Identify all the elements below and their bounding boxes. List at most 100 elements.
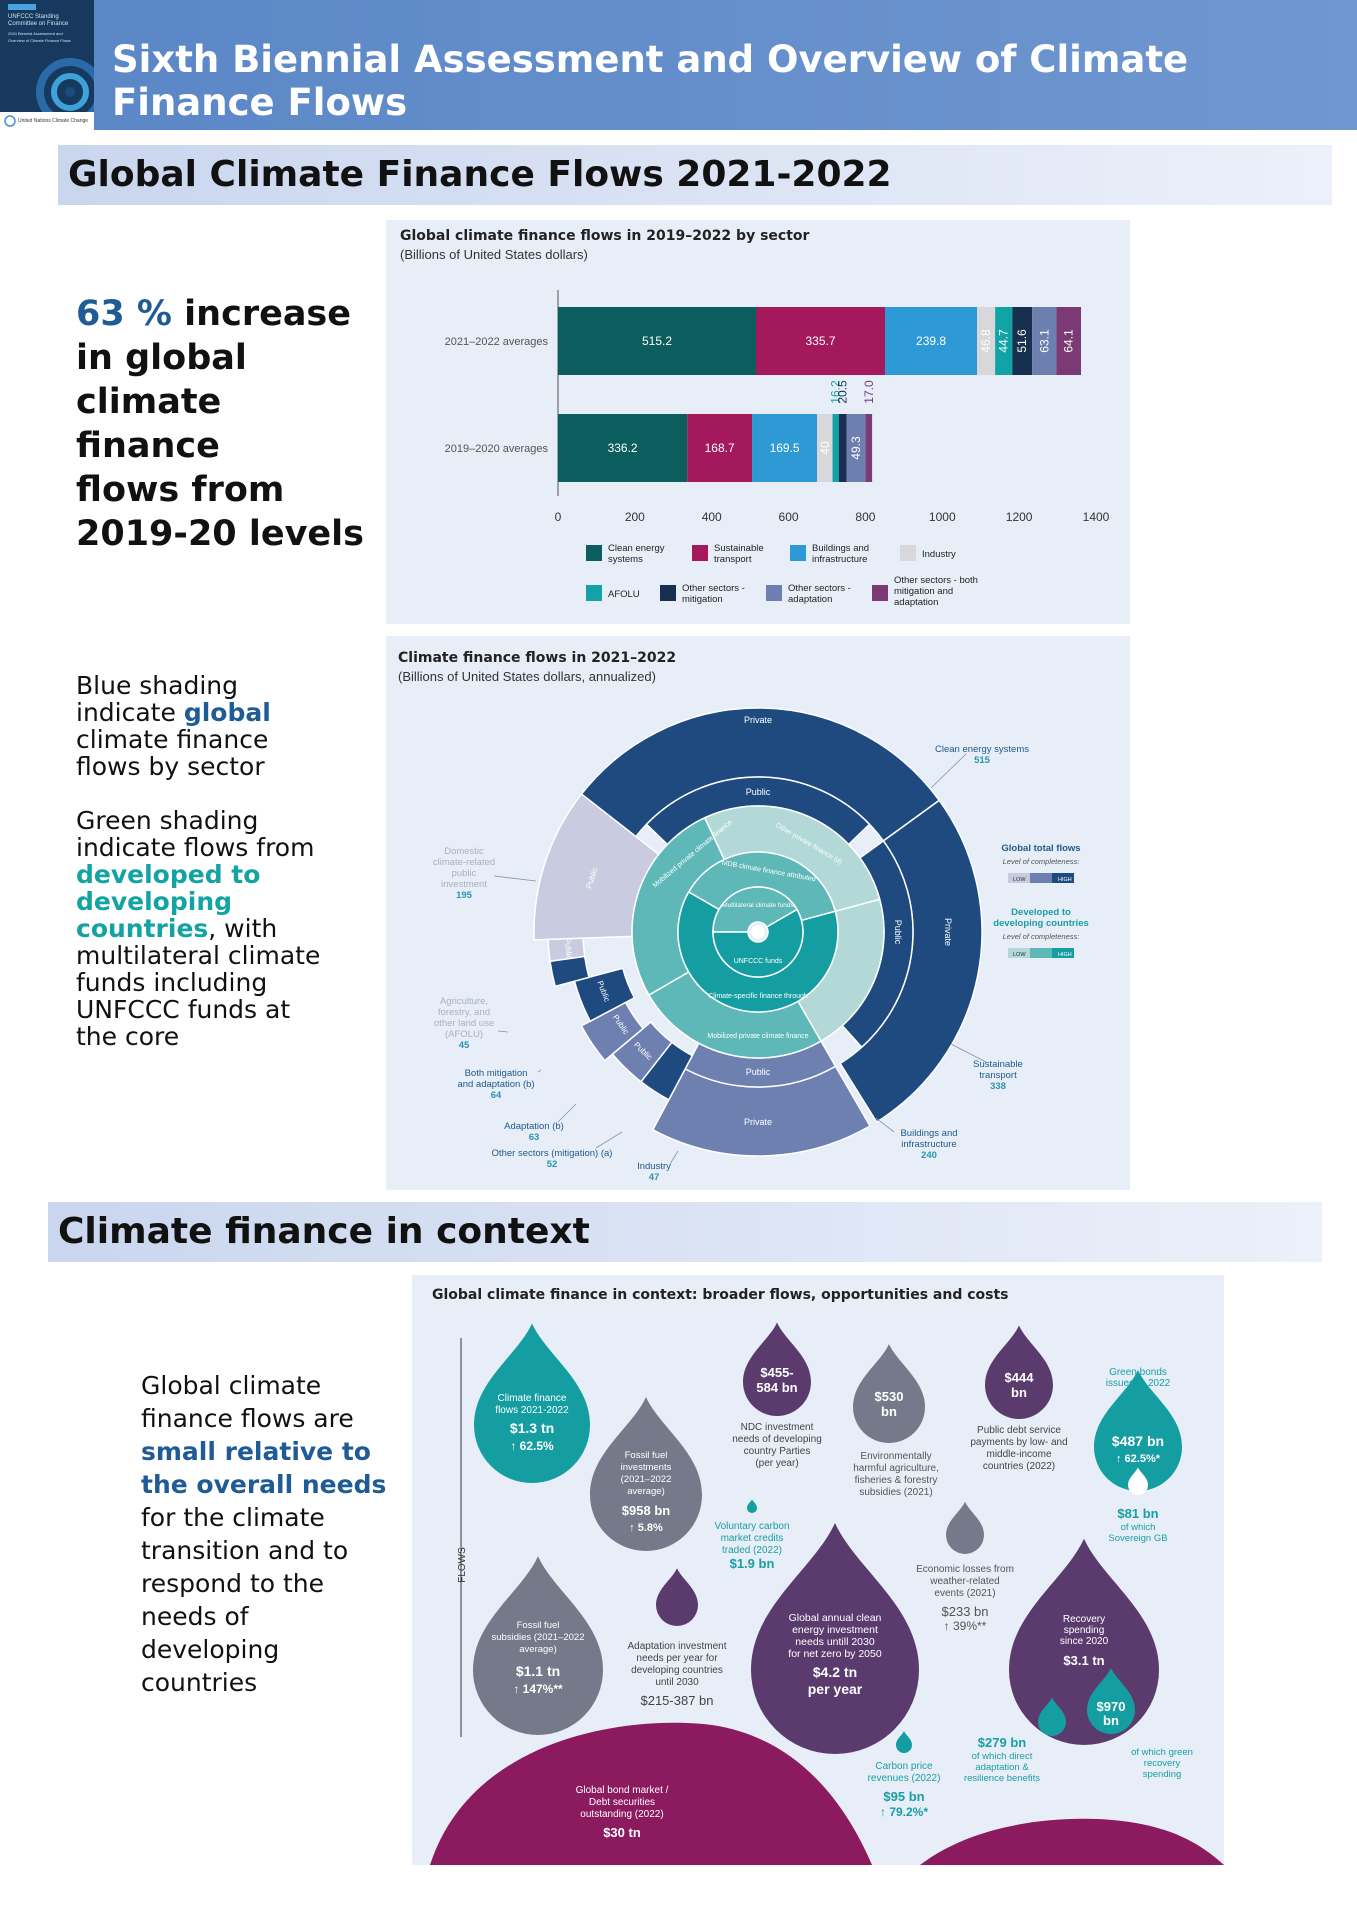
cover-line: 2024 Biennial Assessment and <box>8 31 63 36</box>
adapt-value: $215-387 bn <box>640 1693 713 1708</box>
legend-high: HIGH <box>1058 877 1072 883</box>
legend-label: Sustainable transport <box>714 543 764 565</box>
bar-value-label: 44.7 <box>997 329 1011 353</box>
bar-value-label: 335.7 <box>805 334 835 348</box>
ffs-value: $1.1 tn <box>516 1663 560 1679</box>
section-title: Global Climate Finance Flows 2021-2022 <box>68 154 892 195</box>
sunburst-subtitle: (Billions of United States dollars, annu… <box>398 669 656 684</box>
x-tick-label: 800 <box>855 510 875 524</box>
bar-segment <box>995 307 1013 375</box>
increase-value: 63 % <box>76 294 172 334</box>
bar-value-label: 40 <box>818 441 832 455</box>
highlight-teal: developed to <box>76 860 261 889</box>
callout-value: 515 <box>974 755 991 766</box>
sunburst-center <box>751 925 765 939</box>
text-line: indicate flows from <box>76 833 315 862</box>
callout-value: 52 <box>547 1159 558 1170</box>
ring-label-public: Public <box>893 920 903 945</box>
highlight-teal: countries <box>76 914 209 943</box>
ring-unfccc-funds <box>712 908 804 978</box>
text-span: , with <box>208 914 278 943</box>
rec-label: Recovery spending since 2020 <box>1060 1614 1109 1647</box>
bar-value-label: 64.1 <box>1062 329 1076 353</box>
legend-swatch <box>586 585 602 601</box>
text-line: Blue shading <box>76 671 238 700</box>
text-line: respond to the <box>141 1569 325 1598</box>
vcm-drop <box>747 1499 757 1513</box>
debt-service-drop <box>985 1325 1053 1419</box>
callout-label: Clean energy systems <box>935 744 1029 755</box>
sovereign-gb-drop <box>1128 1467 1148 1495</box>
bar-value-label: 515.2 <box>642 334 672 348</box>
legend-swatch <box>586 545 602 561</box>
statement-line: 2019-20 levels <box>76 514 364 554</box>
cf-change: ↑ 62.5% <box>510 1439 554 1453</box>
text-line: funds including <box>76 968 268 997</box>
cf-value: $1.3 tn <box>510 1420 554 1436</box>
text-line: climate finance <box>76 725 269 754</box>
header-banner: UNFCCC Standing Committee on Finance 202… <box>0 0 1357 130</box>
flows-axis-label: FLOWS <box>457 1547 468 1583</box>
text-line: Green shading <box>76 806 259 835</box>
legend-subtitle: Level of completeness: <box>1003 932 1080 941</box>
sunburst-panel: Climate finance flows in 2021–2022 (Bill… <box>386 636 1130 1190</box>
bar-segment <box>846 414 866 482</box>
text-line: transition and to <box>141 1536 349 1565</box>
text-line: for the climate <box>141 1503 325 1532</box>
chart-title: Global climate finance flows in 2019–202… <box>400 228 810 244</box>
callout-value: 63 <box>529 1132 540 1143</box>
carbon-value: $95 bn <box>883 1789 924 1804</box>
debt-value: $444 bn <box>1005 1370 1035 1400</box>
legend-swatch <box>692 545 708 561</box>
cover-footer: United Nations Climate Change <box>0 112 94 130</box>
text-span: indicate <box>76 698 184 727</box>
callout-line <box>497 1030 509 1033</box>
bar-segment <box>1032 307 1057 375</box>
gb-sub-label: of which Sovereign GB <box>1108 1522 1167 1544</box>
statement-line: flows from <box>76 470 285 510</box>
green-recovery-drop <box>1087 1668 1135 1734</box>
x-tick-label: 1000 <box>929 510 956 524</box>
callout-line <box>595 1131 623 1149</box>
x-tick-label: 1200 <box>1006 510 1033 524</box>
callout-line <box>537 1069 542 1073</box>
bar-segment <box>1012 307 1033 375</box>
legend-swatch <box>1008 948 1030 958</box>
carbon-price-drop <box>896 1731 912 1753</box>
legend-label: Other sectors -mitigation <box>682 583 745 605</box>
callout-value: 338 <box>990 1081 1006 1092</box>
text-line: multilateral climate <box>76 941 321 970</box>
infographic-drops: FLOWS Global bond market / Debt securities… <box>430 1322 1224 1865</box>
adapt-label: Adaptation investment needs per year for d… <box>628 1641 727 1688</box>
bar-value-label: 16.2 <box>829 380 843 404</box>
econ-label: Economic losses from weather-related event… <box>916 1564 1014 1599</box>
legend-low: LOW <box>1013 952 1026 958</box>
x-tick-label: 200 <box>625 510 645 524</box>
bar-value-label: 336.2 <box>608 441 638 455</box>
ndc-label: NDC investment needs of developing country… <box>732 1422 822 1469</box>
ring-label-public: Public <box>746 787 771 797</box>
callout-value: 64 <box>491 1090 502 1101</box>
callout-value: 240 <box>921 1150 937 1161</box>
bar-value-label: 169.5 <box>770 441 800 455</box>
text-line: flows by sector <box>76 752 265 781</box>
fossil-fuel-investment-drop <box>590 1397 702 1551</box>
legend-label: Clean energy systems <box>608 543 665 565</box>
highlight-needs: the overall needs <box>141 1470 387 1499</box>
cover-logo-text: United Nations Climate Change <box>18 118 89 124</box>
bond-market-shape <box>430 1722 872 1865</box>
ffi-change: ↑ 5.8% <box>629 1522 663 1534</box>
bar-segment <box>752 414 818 482</box>
cover-text: UNFCCC Standing Committee on Finance 202… <box>8 14 88 44</box>
un-logo-icon <box>4 115 16 127</box>
legend-swatch <box>1052 873 1074 883</box>
text-line: UNFCCC funds at <box>76 995 291 1024</box>
green-bonds-drop <box>1094 1370 1182 1491</box>
rec-green-value: $970 bn <box>1097 1699 1126 1728</box>
x-tick-label: 1400 <box>1083 510 1110 524</box>
economic-losses-drop <box>946 1501 984 1554</box>
legend-swatch <box>790 545 806 561</box>
clean-energy-needs-drop <box>751 1523 919 1754</box>
rec-green-label: of which green recovery spending <box>1131 1747 1193 1780</box>
category-label: 2021–2022 averages <box>445 336 549 348</box>
